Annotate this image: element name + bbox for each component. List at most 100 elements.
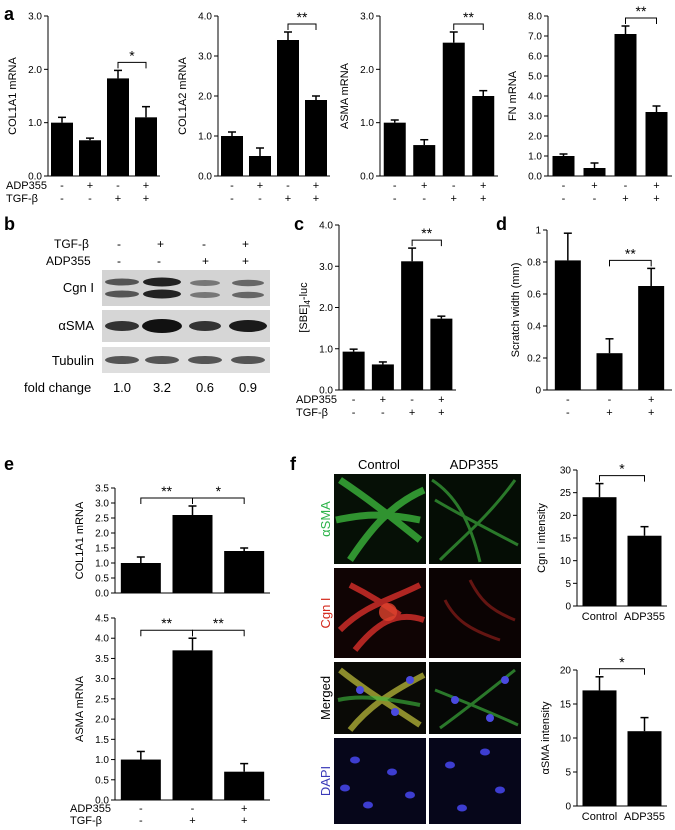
bar [224, 771, 265, 800]
significance-bracket [192, 629, 245, 637]
y-tick-label: 1.0 [198, 132, 212, 143]
blot-row-label: αSMA [58, 318, 94, 333]
y-tick-label: 1.0 [95, 559, 109, 570]
adp355-sign: - [608, 394, 612, 406]
y-tick-label: 5 [565, 768, 571, 779]
blot-band [105, 278, 139, 286]
significance-label: ** [625, 245, 636, 261]
tgfb-sign: - [60, 193, 64, 205]
micro-row-label: αSMA [318, 501, 333, 537]
y-tick-label: 4.0 [319, 221, 333, 232]
y-tick-label: 2.0 [360, 65, 374, 76]
micro-image-cgn-adp355 [429, 568, 521, 658]
bar [554, 260, 581, 390]
adp355-sign: + [480, 180, 486, 192]
y-tick-label: 2.0 [95, 529, 109, 540]
y-tick-label: 2.5 [95, 514, 109, 525]
adp355-sign: - [452, 180, 456, 192]
y-tick-label: 0 [535, 386, 541, 397]
y-tick-label: 5.0 [528, 72, 542, 83]
tgfb-sign: - [88, 193, 92, 205]
y-tick-label: 3.0 [95, 499, 109, 510]
y-axis-label: COL1A1 mRNA [7, 57, 19, 135]
x-category-label: Control [582, 811, 617, 823]
y-tick-label: 0.0 [95, 796, 109, 807]
significance-label: * [619, 654, 625, 670]
y-tick-label: 4.0 [95, 634, 109, 645]
blot-row-label: Tubulin [52, 353, 94, 368]
y-tick-label: 0.4 [527, 322, 541, 333]
y-tick-label: 0.0 [319, 386, 333, 397]
bar [249, 156, 271, 176]
fold-value: 1.0 [113, 380, 131, 395]
significance-bracket [599, 668, 645, 675]
tgfb-sign: + [451, 193, 457, 205]
blot-band [142, 319, 182, 333]
blot-band [188, 356, 222, 364]
y-axis-label: ASMA mRNA [339, 62, 351, 129]
blot-band [232, 291, 264, 299]
adp355-sign: - [566, 394, 570, 406]
significance-bracket [625, 17, 657, 24]
adp355-sign: + [87, 180, 93, 192]
y-tick-label: 15 [560, 700, 572, 711]
y-axis-label: Cgn I intensity [536, 503, 548, 573]
bar [277, 40, 299, 176]
micro-col-header: ADP355 [450, 457, 498, 472]
y-tick-label: 7.0 [528, 32, 542, 43]
y-tick-label: 0.5 [95, 775, 109, 786]
micro-image-merged-adp355 [429, 662, 521, 734]
y-tick-label: 0 [565, 802, 571, 813]
row-label-adp355: ADP355 [70, 803, 111, 815]
y-tick-label: 0.0 [28, 172, 42, 183]
panel-label-a: a [4, 4, 15, 24]
tgfb-sign: - [422, 193, 426, 205]
row-label-tgfb: TGF-β [70, 815, 102, 827]
y-tick-label: 0.0 [360, 172, 374, 183]
micro-row-label: Cgn I [318, 597, 333, 628]
blot-band [105, 290, 139, 298]
blot-band [190, 292, 220, 298]
significance-label: * [216, 483, 222, 499]
y-tick-label: 30 [560, 466, 572, 477]
y-tick-label: 3.0 [319, 262, 333, 273]
tgfb-sign: + [313, 193, 319, 205]
y-axis-label: FN mRNA [507, 70, 519, 121]
y-tick-label: 1 [535, 226, 541, 237]
fold-value: 0.6 [196, 380, 214, 395]
micro-row-label: Merged [318, 676, 333, 720]
significance-bracket [117, 61, 147, 69]
y-tick-label: 10 [560, 556, 572, 567]
blot-adp-sign: + [202, 254, 209, 268]
bar [582, 497, 617, 606]
fold-value: 3.2 [153, 380, 171, 395]
y-tick-label: 2.0 [319, 303, 333, 314]
bar [224, 551, 265, 593]
panel-label-c: c [294, 214, 304, 234]
micro-image-dapi-control [334, 738, 426, 824]
y-axis-label: ASMA mRNA [74, 675, 86, 742]
adp355-sign: - [410, 394, 414, 406]
y-tick-label: 15 [560, 534, 572, 545]
bar [120, 563, 161, 593]
y-tick-label: 0.6 [527, 290, 541, 301]
y-tick-label: 2.5 [95, 694, 109, 705]
adp355-sign: + [653, 180, 659, 192]
panel-label-e: e [4, 454, 14, 474]
fold-change-label: fold change [24, 380, 91, 395]
y-tick-label: 0.0 [95, 589, 109, 600]
x-category-label: Control [582, 611, 617, 623]
blot-strip-cgn [102, 270, 270, 306]
bar [172, 515, 213, 593]
adp355-sign: - [624, 180, 628, 192]
blot-tgfb-sign: - [202, 237, 206, 251]
bar [305, 100, 327, 176]
adp355-sign: - [116, 180, 120, 192]
significance-bracket [453, 23, 484, 30]
tgfb-sign: - [258, 193, 262, 205]
tgfb-sign: - [566, 407, 570, 419]
bar [627, 731, 662, 806]
y-axis-label: Scratch width (mm) [510, 263, 522, 358]
adp355-sign: + [648, 394, 654, 406]
y-axis-label: αSMA intensity [540, 701, 552, 774]
